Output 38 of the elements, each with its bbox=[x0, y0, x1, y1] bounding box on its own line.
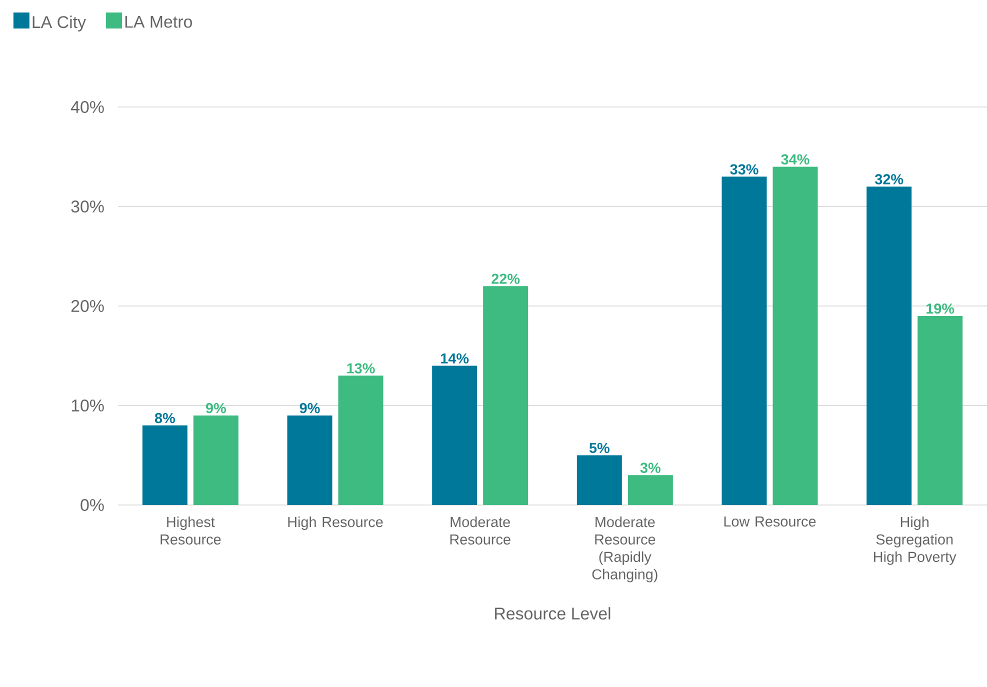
legend-label: LA Metro bbox=[125, 16, 192, 28]
x-tick-label: Moderate Resource (Rapidly Changing) bbox=[592, 516, 658, 582]
y-tick-label: 0% bbox=[80, 499, 104, 511]
bar bbox=[338, 376, 384, 505]
x-tick-label: High Resource bbox=[288, 516, 383, 530]
data-label: 9% bbox=[206, 403, 226, 414]
data-label: 5% bbox=[589, 442, 610, 454]
bar bbox=[866, 186, 912, 505]
y-tick-label: 40% bbox=[70, 101, 104, 113]
data-label: 3% bbox=[640, 462, 660, 473]
bar bbox=[628, 475, 673, 505]
bar bbox=[142, 425, 188, 505]
bar bbox=[287, 415, 332, 505]
data-label: 14% bbox=[441, 353, 469, 364]
bar bbox=[193, 415, 238, 505]
bar bbox=[576, 455, 622, 505]
data-label: 8% bbox=[154, 412, 175, 424]
y-tick-label: 20% bbox=[71, 300, 104, 312]
data-label: 22% bbox=[492, 274, 520, 284]
y-tick-label: 30% bbox=[71, 200, 104, 212]
x-tick-label: Moderate Resource bbox=[450, 516, 510, 545]
data-label: 33% bbox=[730, 164, 758, 174]
bar bbox=[722, 176, 767, 505]
data-label: 19% bbox=[926, 304, 954, 314]
legend-label: LA City bbox=[32, 16, 86, 32]
data-label: 9% bbox=[300, 403, 320, 414]
x-tick-label: Low Resource bbox=[724, 516, 816, 527]
y-tick-label: 10% bbox=[72, 400, 104, 412]
data-label: 32% bbox=[874, 174, 904, 184]
bar bbox=[432, 366, 478, 505]
bar bbox=[918, 316, 963, 505]
bar bbox=[483, 286, 528, 505]
data-label: 13% bbox=[347, 363, 375, 374]
bar bbox=[772, 166, 818, 505]
x-axis-title: Resource Level bbox=[495, 607, 610, 620]
data-label: 34% bbox=[781, 154, 810, 164]
x-tick-label: Highest Resource bbox=[160, 516, 221, 545]
x-tick-label: High Segregation High Poverty bbox=[874, 516, 956, 565]
